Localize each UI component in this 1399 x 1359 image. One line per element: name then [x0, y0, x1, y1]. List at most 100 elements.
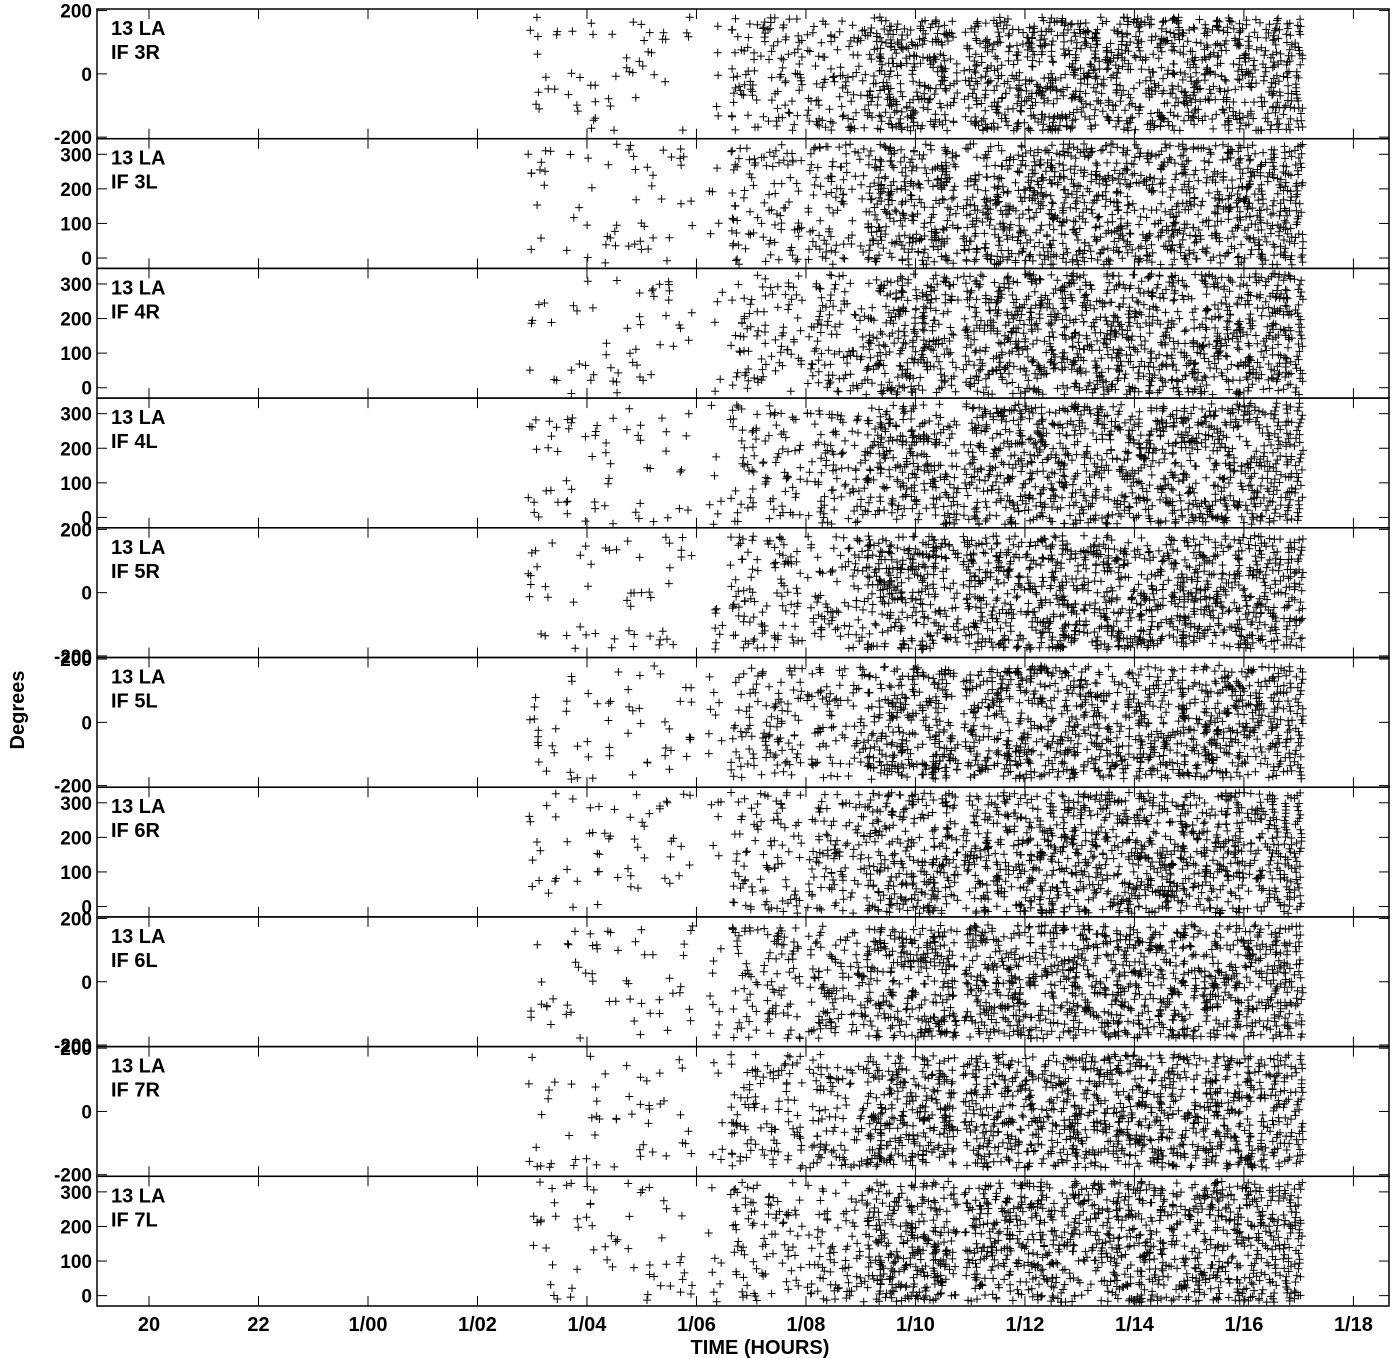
- data-point: [752, 435, 760, 444]
- data-point: [1090, 304, 1099, 313]
- data-point: [1135, 257, 1143, 266]
- data-point: [908, 66, 917, 75]
- data-point: [1190, 106, 1199, 115]
- data-point: [624, 242, 633, 251]
- data-point: [971, 303, 979, 312]
- data-point: [928, 20, 937, 28]
- data-point: [1140, 177, 1149, 186]
- data-point: [766, 283, 775, 292]
- data-point: [1200, 372, 1209, 381]
- data-point: [926, 23, 935, 32]
- data-point: [740, 294, 749, 303]
- data-point: [1222, 77, 1230, 85]
- data-point: [825, 270, 834, 279]
- data-point: [792, 257, 800, 266]
- data-point: [1106, 39, 1115, 48]
- data-point: [875, 53, 884, 62]
- data-point: [1234, 41, 1243, 50]
- data-point: [1083, 26, 1092, 35]
- data-point: [1292, 364, 1301, 373]
- data-point: [747, 295, 756, 304]
- data-point: [1076, 75, 1085, 84]
- data-point: [728, 381, 737, 390]
- data-point: [759, 458, 768, 467]
- data-point: [761, 473, 770, 482]
- data-point: [1169, 60, 1178, 68]
- data-point: [994, 74, 1003, 83]
- data-point: [1196, 97, 1205, 106]
- data-point: [744, 347, 753, 356]
- data-point: [1287, 152, 1296, 161]
- data-point: [1201, 333, 1210, 342]
- data-point: [1124, 318, 1133, 327]
- data-point: [1175, 126, 1184, 135]
- data-point: [717, 497, 725, 506]
- data-point: [788, 156, 797, 165]
- data-point: [981, 19, 990, 28]
- data-point: [1287, 369, 1296, 378]
- data-point: [940, 67, 948, 76]
- data-point: [970, 57, 979, 65]
- data-point: [638, 62, 647, 70]
- data-point: [1250, 98, 1258, 107]
- data-point: [953, 273, 962, 282]
- data-point: [731, 331, 740, 340]
- data-point: [682, 431, 691, 440]
- data-point: [1103, 46, 1112, 55]
- data-point: [911, 305, 920, 314]
- data-point: [1071, 32, 1080, 41]
- data-point: [839, 353, 848, 362]
- data-point: [839, 254, 848, 262]
- data-point: [1047, 260, 1055, 269]
- data-point: [1203, 173, 1211, 182]
- data-point: [728, 146, 737, 155]
- data-point: [1005, 161, 1014, 170]
- data-point: [713, 509, 722, 518]
- data-point: [852, 325, 861, 334]
- data-point: [918, 312, 927, 321]
- data-point: [750, 66, 759, 75]
- data-point: [1059, 29, 1068, 37]
- data-point: [1124, 17, 1133, 26]
- data-point: [1037, 221, 1046, 230]
- data-point: [986, 76, 995, 85]
- data-point: [1038, 47, 1047, 56]
- data-point: [1203, 305, 1212, 314]
- data-point: [771, 366, 780, 375]
- data-point: [757, 219, 766, 228]
- data-point: [1108, 176, 1117, 185]
- data-point: [1161, 308, 1170, 317]
- data-point: [1014, 151, 1023, 160]
- data-point: [1060, 304, 1069, 313]
- data-point: [990, 125, 999, 133]
- data-point: [562, 246, 571, 255]
- data-point: [946, 348, 955, 357]
- data-point: [1136, 332, 1145, 341]
- data-point: [1048, 57, 1057, 66]
- data-point: [1049, 99, 1058, 108]
- data-point: [788, 126, 797, 135]
- data-point: [1103, 158, 1112, 167]
- data-point: [808, 360, 817, 369]
- data-point: [788, 97, 796, 106]
- data-point: [631, 93, 640, 102]
- data-point: [1078, 311, 1086, 320]
- data-point: [1120, 374, 1129, 383]
- data-point: [1298, 230, 1307, 239]
- data-point: [1145, 93, 1154, 101]
- data-point: [1103, 244, 1112, 253]
- data-point: [927, 145, 935, 154]
- data-point: [729, 98, 738, 107]
- data-point: [1050, 18, 1059, 27]
- data-point: [1167, 272, 1176, 281]
- data-point: [1016, 193, 1025, 202]
- data-point: [1134, 284, 1143, 293]
- data-point: [1102, 180, 1111, 189]
- data-point: [1257, 206, 1265, 215]
- data-point: [1229, 60, 1238, 68]
- data-point: [909, 118, 918, 127]
- data-point: [960, 95, 969, 104]
- data-point: [929, 203, 938, 212]
- data-point: [1080, 198, 1089, 207]
- data-point: [1287, 89, 1296, 98]
